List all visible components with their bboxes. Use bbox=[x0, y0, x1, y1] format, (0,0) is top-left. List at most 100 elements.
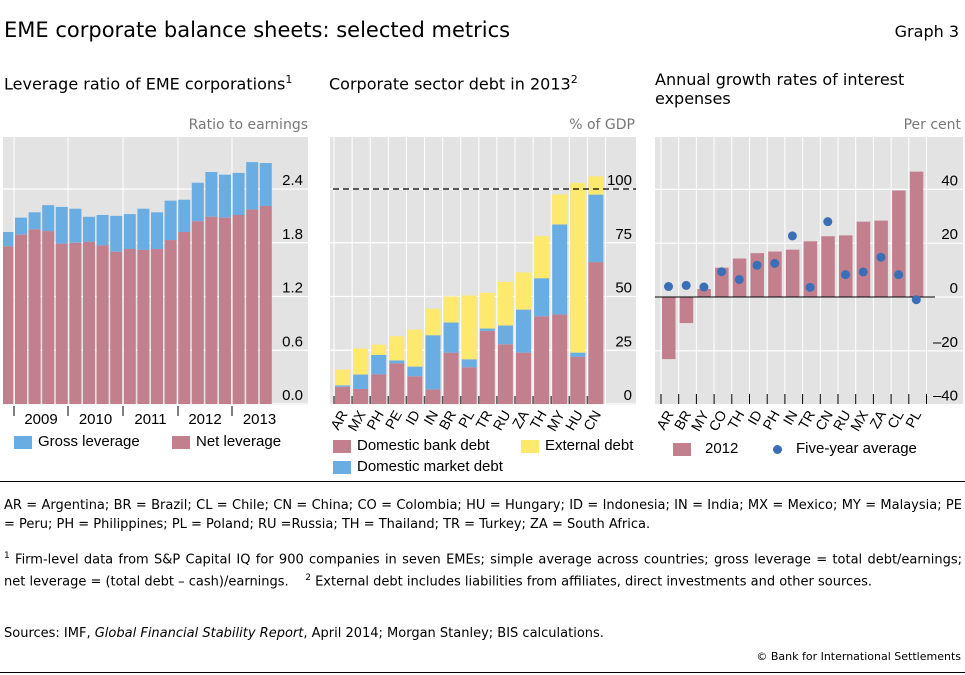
net-leverage-bar bbox=[96, 245, 109, 404]
net-leverage-bar bbox=[232, 214, 245, 404]
panel2-title: Corporate sector debt in 20132 bbox=[329, 73, 578, 94]
growth-2012-bar bbox=[768, 251, 782, 297]
growth-2012-bar bbox=[785, 249, 800, 297]
legend-swatch-market bbox=[333, 461, 351, 474]
panel2-unit: % of GDP bbox=[569, 117, 635, 133]
market-debt-bar bbox=[335, 385, 350, 387]
bottom-rule bbox=[0, 672, 965, 673]
gross-leverage-bar bbox=[69, 208, 82, 243]
panel3-ytick-label: 20 bbox=[941, 226, 958, 243]
gross-leverage-bar bbox=[123, 214, 136, 250]
net-leverage-bar bbox=[28, 229, 41, 404]
market-debt-bar bbox=[443, 322, 459, 353]
divider bbox=[0, 481, 965, 482]
panel1-title: Leverage ratio of EME corporations1 bbox=[4, 73, 293, 94]
bank-debt-bar bbox=[497, 344, 513, 404]
panel2-ytick-label: 25 bbox=[615, 333, 632, 350]
panel2-ytick-label: 50 bbox=[615, 280, 632, 297]
bank-debt-bar bbox=[534, 316, 550, 404]
panel3-unit: Per cent bbox=[903, 117, 961, 133]
legend-swatch-external bbox=[521, 440, 539, 453]
external-debt-bar bbox=[516, 272, 531, 310]
panel1-ytick-label: 0.6 bbox=[282, 333, 303, 350]
five-year-average-dot bbox=[752, 260, 762, 270]
bank-debt-bar bbox=[588, 262, 604, 404]
market-debt-bar bbox=[534, 278, 550, 317]
panel1-ytick-label: 1.2 bbox=[282, 280, 303, 297]
external-debt-bar bbox=[588, 176, 604, 195]
market-debt-bar bbox=[479, 328, 495, 331]
growth-2012-bar bbox=[662, 297, 676, 360]
external-debt-bar bbox=[497, 281, 513, 326]
market-debt-bar bbox=[516, 309, 531, 353]
market-debt-bar bbox=[570, 352, 586, 357]
legend-swatch-gross bbox=[14, 436, 32, 449]
legend-net-leverage: Net leverage bbox=[196, 433, 282, 450]
gross-leverage-bar bbox=[164, 200, 177, 241]
external-debt-bar bbox=[570, 182, 586, 353]
legend-bank-debt: Domestic bank debt bbox=[357, 437, 490, 454]
growth-2012-bar bbox=[892, 190, 906, 297]
net-leverage-bar bbox=[219, 217, 231, 404]
panel1-ytick-label: 1.8 bbox=[282, 226, 303, 243]
legend-2012: 2012 bbox=[705, 440, 739, 457]
external-debt-bar bbox=[461, 295, 477, 360]
five-year-average-dot bbox=[787, 231, 797, 241]
panel2-ytick-label: 0 bbox=[624, 387, 632, 404]
net-leverage-bar bbox=[42, 231, 55, 404]
legend-swatch-net bbox=[172, 436, 190, 449]
net-leverage-bar bbox=[178, 232, 191, 404]
growth-2012-bar bbox=[839, 235, 853, 297]
market-debt-bar bbox=[407, 366, 423, 377]
external-debt-bar bbox=[353, 348, 369, 375]
footnotes: 1 Firm-level data from S&P Capital IQ fo… bbox=[4, 551, 962, 590]
panel2-country-label: ID bbox=[402, 408, 423, 428]
net-leverage-bar bbox=[55, 243, 68, 404]
net-leverage-bar bbox=[83, 241, 95, 404]
net-leverage-bar bbox=[137, 249, 150, 404]
five-year-average-dot bbox=[734, 275, 744, 285]
external-debt-bar bbox=[425, 308, 441, 336]
bank-debt-bar bbox=[353, 388, 369, 404]
panel1-year-label: 2010 bbox=[79, 411, 112, 428]
net-leverage-bar bbox=[259, 206, 272, 404]
external-debt-bar bbox=[443, 296, 459, 323]
five-year-average-dot bbox=[876, 252, 886, 262]
panel3-country-label: IN bbox=[780, 408, 801, 428]
growth-2012-bar bbox=[679, 297, 694, 324]
bank-debt-bar bbox=[407, 376, 423, 404]
net-leverage-bar bbox=[246, 209, 259, 404]
gross-leverage-bar bbox=[137, 208, 150, 250]
external-debt-bar bbox=[407, 329, 423, 367]
five-year-average-dot bbox=[770, 258, 780, 268]
panel2-ytick-label: 75 bbox=[615, 226, 632, 243]
external-debt-bar bbox=[552, 194, 568, 225]
abbreviations-note: AR = Argentina; BR = Brazil; CL = Chile;… bbox=[4, 498, 962, 532]
bank-debt-bar bbox=[335, 386, 350, 404]
panel1-ytick-label: 0.0 bbox=[282, 387, 303, 404]
legend-gross-leverage: Gross leverage bbox=[38, 433, 140, 450]
growth-2012-bar bbox=[750, 253, 764, 297]
growth-2012-bar bbox=[715, 267, 729, 297]
gross-leverage-bar bbox=[205, 171, 218, 217]
gross-leverage-bar bbox=[191, 182, 204, 222]
gross-leverage-bar bbox=[96, 214, 109, 246]
five-year-average-dot bbox=[894, 270, 904, 280]
panel3-ytick-label: 40 bbox=[941, 172, 958, 189]
growth-2012-bar bbox=[821, 236, 835, 297]
gross-leverage-bar bbox=[219, 174, 231, 218]
legend-external-debt: External debt bbox=[545, 437, 634, 454]
market-debt-bar bbox=[371, 354, 387, 375]
external-debt-bar bbox=[479, 292, 495, 329]
gross-leverage-bar bbox=[110, 215, 123, 252]
bank-debt-bar bbox=[479, 330, 495, 404]
net-leverage-bar bbox=[15, 234, 27, 404]
panel3-ytick-label: –40 bbox=[933, 388, 958, 405]
panel2-country-label: CN bbox=[580, 408, 604, 434]
legend-swatch-bank bbox=[333, 440, 351, 453]
panel1-ytick-label: 2.4 bbox=[282, 172, 303, 189]
five-year-average-dot bbox=[911, 295, 921, 305]
net-leverage-bar bbox=[191, 221, 204, 404]
legend-swatch-2012 bbox=[673, 443, 691, 456]
five-year-average-dot bbox=[841, 270, 850, 280]
